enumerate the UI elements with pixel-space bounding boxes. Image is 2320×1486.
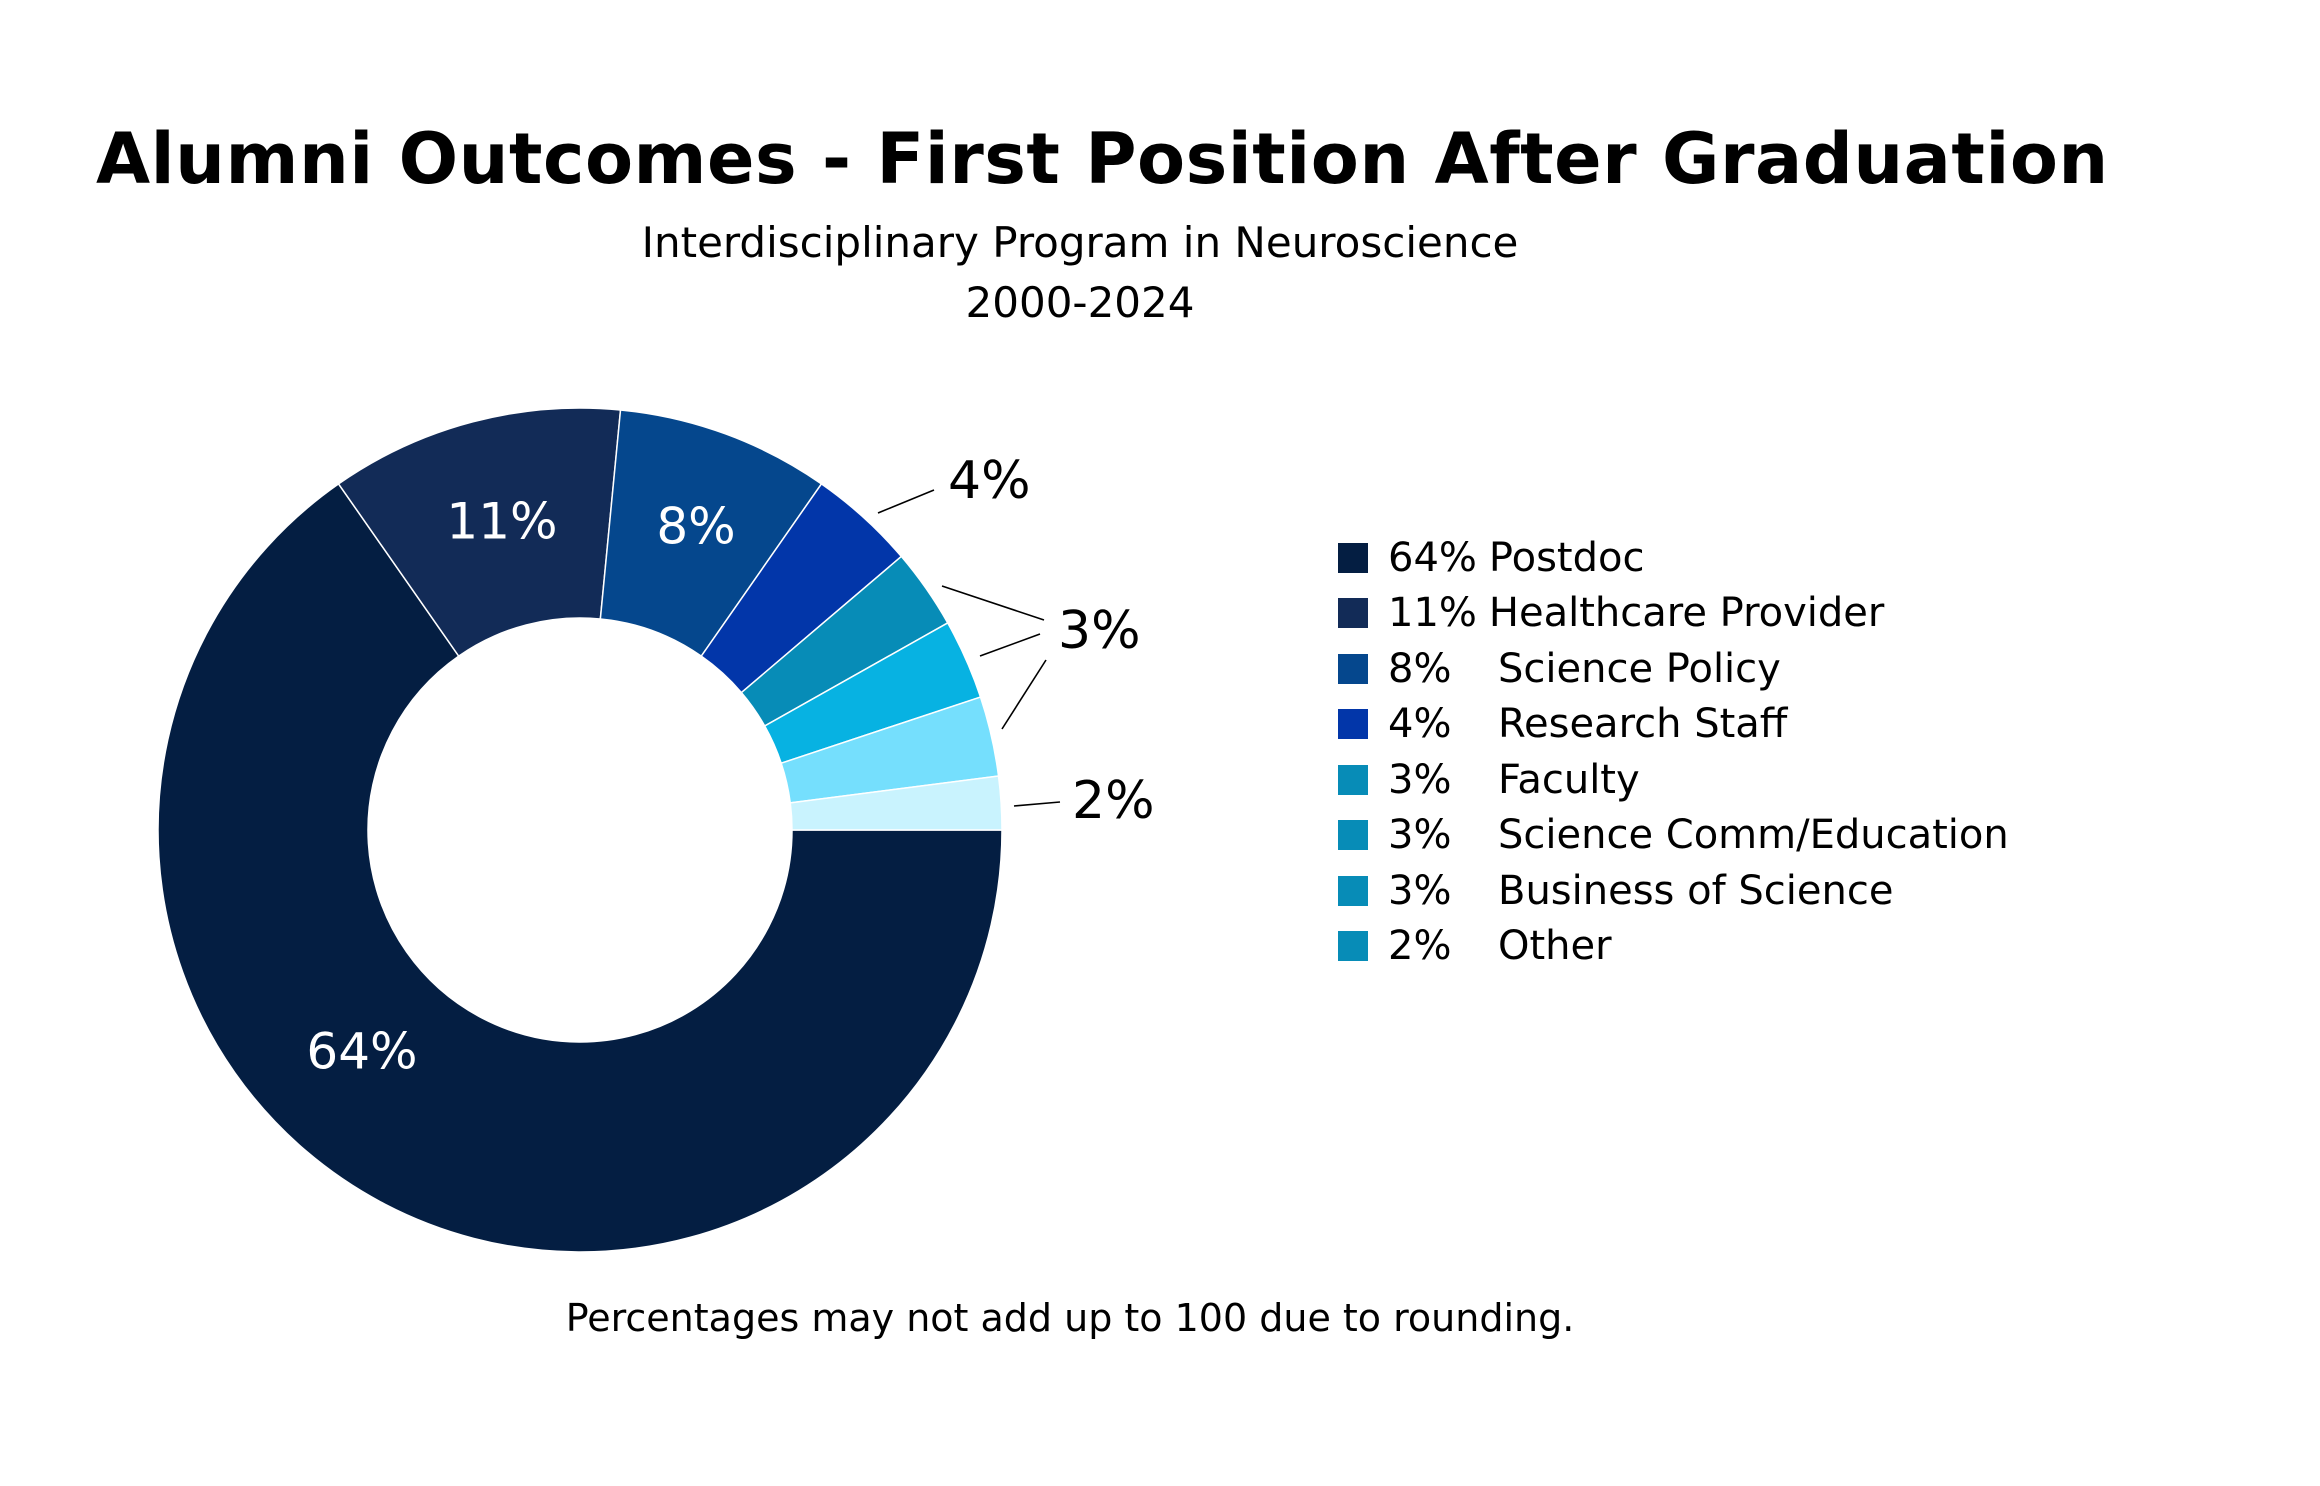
legend-label-other: Other <box>1498 923 1612 970</box>
legend-swatch-healthcare-provider <box>1338 598 1368 629</box>
legend-label-faculty: Faculty <box>1498 756 1640 803</box>
legend-item-other: 2% Other <box>1338 919 2009 975</box>
legend-swatch-research-staff <box>1338 709 1368 740</box>
legend-pct-other: 2% <box>1388 923 1452 970</box>
slice-label-postdoc: 64% <box>306 1023 417 1081</box>
outside-label-three-percent: 3% <box>1058 601 1141 661</box>
legend-swatch-other <box>1338 931 1368 962</box>
leader-lines <box>877 489 1061 807</box>
legend-pct-business-of-science: 3% <box>1388 867 1452 914</box>
legend-pct-postdoc: 64% <box>1388 534 1477 581</box>
donut-slice-other <box>789 775 1003 831</box>
donut-slice-postdoc <box>157 482 1003 1253</box>
legend-item-research-staff: 4% Research Staff <box>1338 697 2009 753</box>
legend-item-faculty: 3% Faculty <box>1338 752 2009 808</box>
outside-label-other: 2% <box>1072 771 1155 831</box>
legend-pct-science-policy: 8% <box>1388 645 1452 692</box>
leader-line-other <box>1013 801 1061 807</box>
outside-slice-labels: 4% 3% 2% <box>948 451 1155 831</box>
slice-label-science-policy: 8% <box>656 498 735 556</box>
legend-item-postdoc: 64% Postdoc <box>1338 530 2009 586</box>
chart-subtitle-program: Interdisciplinary Program in Neuroscienc… <box>641 218 1519 267</box>
slice-label-healthcare-provider: 11% <box>446 493 557 551</box>
legend-label-science-comm-education: Science Comm/Education <box>1498 812 2009 859</box>
legend-swatch-science-policy <box>1338 653 1368 684</box>
legend-pct-faculty: 3% <box>1388 756 1452 803</box>
legend-item-business-of-science: 3% Business of Science <box>1338 863 2009 919</box>
legend-item-healthcare-provider: 11% Healthcare Provider <box>1338 586 2009 642</box>
legend-item-science-policy: 8% Science Policy <box>1338 641 2009 697</box>
leader-line-science-comm <box>979 633 1041 657</box>
legend-pct-science-comm-education: 3% <box>1388 812 1452 859</box>
donut-slice-healthcare-provider <box>337 407 622 658</box>
inside-slice-labels: 64% 11% 8% <box>306 493 735 1081</box>
donut-slices <box>157 407 1003 1253</box>
legend-label-science-policy: Science Policy <box>1498 645 1781 692</box>
chart-legend: 64% Postdoc 11% Healthcare Provider 8% Scienc… <box>1338 530 2009 974</box>
chart-title: Alumni Outcomes - First Position After G… <box>96 118 2109 200</box>
legend-label-business-of-science: Business of Science <box>1498 867 1894 914</box>
leader-line-business-of-science <box>1001 659 1047 730</box>
legend-label-postdoc: Postdoc <box>1488 534 1645 581</box>
legend-swatch-faculty <box>1338 764 1368 795</box>
chart-footnote: Percentages may not add up to 100 due to… <box>565 1296 1575 1340</box>
legend-label-research-staff: Research Staff <box>1498 701 1788 748</box>
legend-swatch-business-of-science <box>1338 875 1368 906</box>
legend-label-healthcare-provider: Healthcare Provider <box>1488 590 1885 637</box>
legend-pct-healthcare-provider: 11% <box>1388 590 1477 637</box>
outside-label-research-staff: 4% <box>948 451 1031 511</box>
legend-swatch-science-comm-education <box>1338 820 1368 851</box>
legend-item-science-comm-education: 3% Science Comm/Education <box>1338 808 2009 864</box>
leader-line-faculty <box>941 585 1045 621</box>
chart-subtitle-years: 2000-2024 <box>965 278 1195 327</box>
leader-line-research-staff <box>877 489 935 514</box>
legend-pct-research-staff: 4% <box>1388 701 1452 748</box>
legend-swatch-postdoc <box>1338 542 1368 573</box>
